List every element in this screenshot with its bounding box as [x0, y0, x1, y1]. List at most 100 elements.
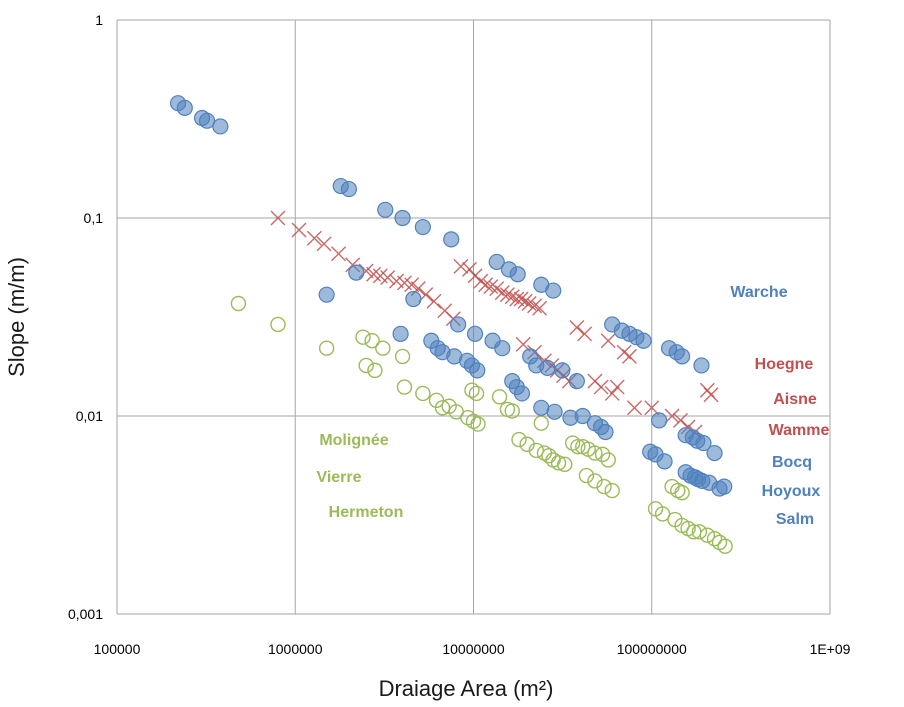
data-point-open-circle	[415, 385, 431, 402]
data-point-x	[600, 333, 616, 349]
x-tick-labels: 100000 1000000 10000000 100000000 1E+09	[94, 641, 851, 657]
series-label-moligne: Molignée	[319, 432, 388, 449]
data-point-open-circle	[706, 531, 723, 547]
data-point-open-circle	[654, 506, 671, 522]
data-point-circle	[597, 423, 614, 441]
data-point-open-circle	[587, 473, 603, 489]
data-point-open-circle	[533, 415, 549, 431]
data-point-x	[664, 408, 680, 424]
series-label-aisne: Aisne	[773, 391, 817, 408]
data-point-x	[532, 300, 548, 316]
data-point-open-circle	[491, 389, 508, 405]
data-point-open-circle	[674, 484, 690, 501]
data-point-x	[316, 236, 332, 252]
data-point-open-circle	[318, 340, 335, 356]
data-point-x	[426, 293, 442, 309]
data-point-open-circle	[717, 538, 733, 554]
series-label-salm: Salm	[776, 511, 814, 528]
data-point-circle	[348, 264, 365, 281]
data-points	[169, 95, 733, 554]
data-point-x	[291, 222, 307, 238]
data-point-open-circle	[528, 442, 544, 459]
y-tick-label: 1	[95, 12, 103, 28]
data-point-circle	[405, 290, 422, 308]
data-point-x	[380, 270, 396, 286]
data-point-circle	[318, 286, 335, 303]
data-point-x	[270, 210, 286, 226]
series-label-bocq: Bocq	[772, 454, 812, 471]
data-point-circle	[377, 201, 394, 218]
data-point-x	[609, 379, 625, 395]
data-point-circle	[176, 99, 193, 116]
data-point-open-circle	[358, 357, 374, 374]
data-point-circle	[469, 362, 486, 379]
data-point-circle	[546, 403, 563, 420]
data-point-x	[513, 291, 529, 307]
data-point-x	[306, 230, 322, 246]
data-point-open-circle	[604, 482, 620, 499]
data-point-open-circle	[394, 348, 411, 365]
data-point-x	[673, 412, 689, 428]
data-point-open-circle	[691, 524, 708, 540]
data-point-x	[521, 296, 537, 311]
data-point-circle	[513, 385, 531, 402]
grid	[116, 19, 831, 615]
data-point-x	[604, 385, 620, 401]
data-point-x	[593, 379, 609, 395]
data-point-open-circle	[464, 382, 480, 398]
data-point-x	[569, 319, 585, 335]
y-axis-title: Slope (m/m)	[4, 257, 29, 377]
data-point-circle	[533, 399, 550, 416]
data-point-open-circle	[375, 340, 391, 356]
x-tick-label: 1E+09	[810, 641, 851, 657]
data-point-x	[494, 285, 510, 301]
series-label-warche: Warche	[730, 284, 787, 301]
data-point-open-circle	[355, 329, 371, 345]
data-point-circle	[539, 359, 556, 376]
data-point-x	[453, 258, 469, 274]
data-point-open-circle	[596, 478, 612, 495]
data-point-x	[621, 348, 637, 364]
data-point-open-circle	[270, 316, 286, 333]
series-label-hoegne: Hoegne	[755, 356, 814, 373]
data-point-circle	[340, 180, 358, 198]
series-labels: Warche Bocq Hoyoux Salm Hoegne Aisne Wamme Moli…	[316, 284, 829, 528]
data-point-circle	[494, 340, 511, 357]
data-point-circle	[545, 282, 562, 299]
data-point-open-circle	[550, 455, 567, 471]
data-point-open-circle	[396, 379, 413, 395]
data-point-x	[404, 277, 420, 293]
data-point-x	[626, 400, 642, 416]
data-point-x	[478, 277, 494, 293]
data-point-x	[504, 289, 520, 305]
data-point-circle	[673, 348, 691, 365]
x-tick-label: 100000000	[617, 641, 687, 657]
data-point-open-circle	[578, 467, 595, 484]
data-point-circle	[706, 444, 723, 462]
data-point-circle	[568, 373, 585, 390]
data-point-open-circle	[594, 446, 611, 463]
data-point-circle	[443, 231, 460, 248]
y-tick-label: 0,01	[76, 408, 103, 424]
data-point-circle	[450, 316, 467, 333]
data-point-open-circle	[557, 456, 573, 473]
data-point-circle	[635, 332, 652, 349]
x-tick-label: 100000	[94, 641, 141, 657]
data-point-open-circle	[511, 431, 527, 448]
data-point-circle	[466, 325, 484, 342]
data-point-x	[703, 387, 719, 403]
data-point-x	[331, 246, 347, 262]
data-point-open-circle	[570, 438, 586, 455]
data-point-x	[483, 279, 499, 295]
data-point-circle	[212, 118, 229, 135]
data-point-circle	[198, 112, 216, 129]
data-point-circle	[392, 325, 409, 342]
series-label-hoyoux: Hoyoux	[762, 483, 821, 500]
data-point-circle	[651, 412, 668, 429]
data-point-circle	[695, 434, 712, 452]
data-point-x	[644, 400, 660, 416]
data-point-open-circle	[587, 445, 603, 461]
series-label-hermeton: Hermeton	[329, 504, 404, 521]
data-point-open-circle	[470, 416, 486, 432]
